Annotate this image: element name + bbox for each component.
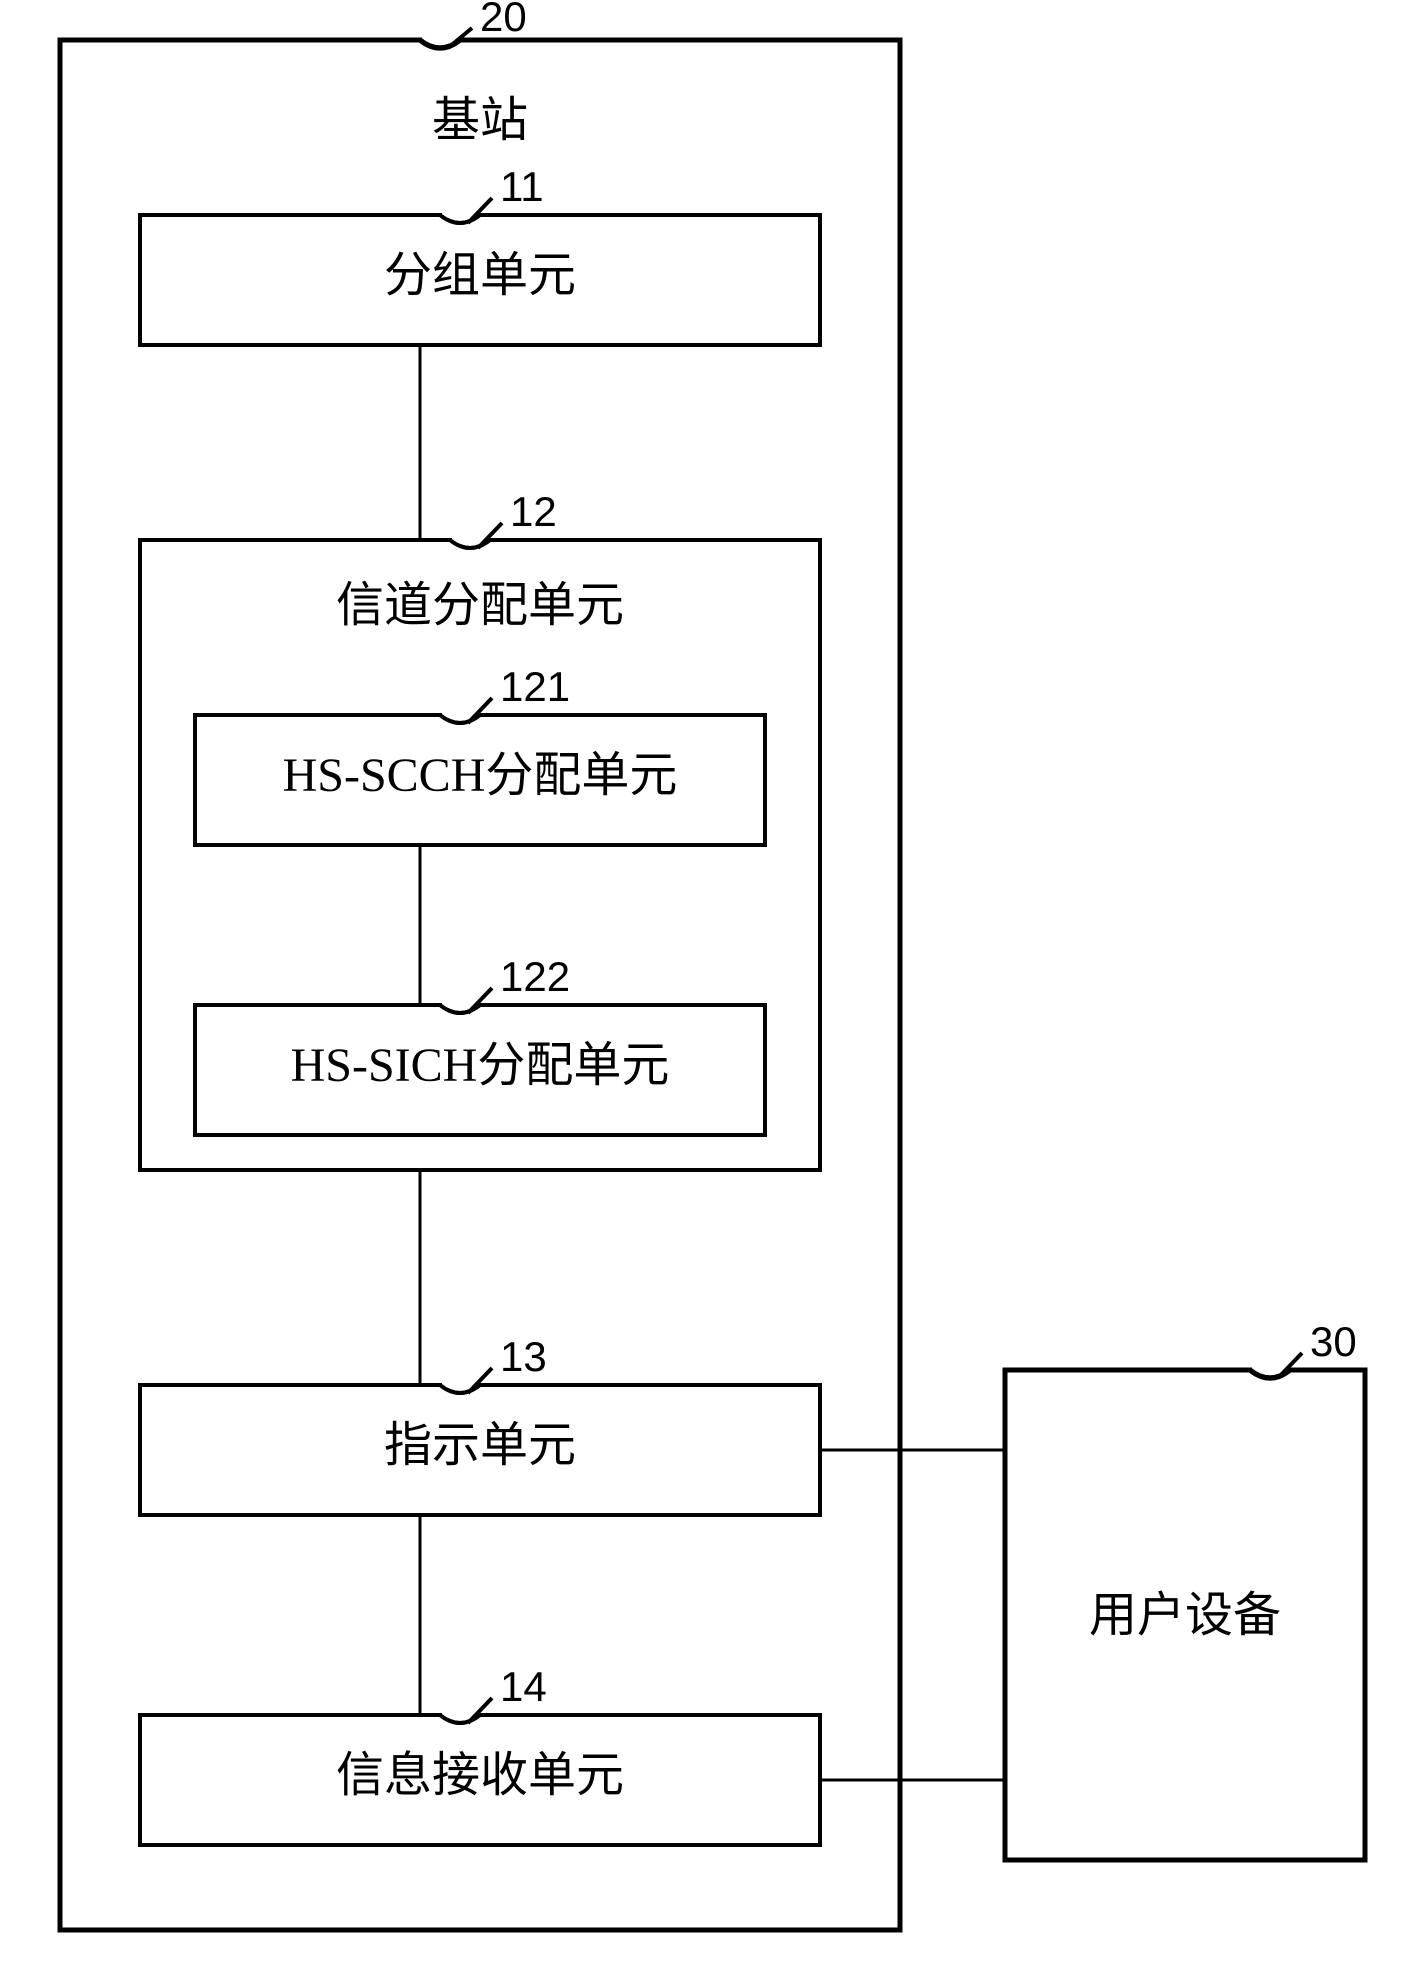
hs_sich: 122 HS-SICH分配单元 xyxy=(195,953,765,1135)
user_equipment-title: 用户设备 xyxy=(1089,1589,1281,1642)
hs_sich-ref: 122 xyxy=(500,953,570,1000)
user_equipment: 30 用户设备 xyxy=(1005,1318,1365,1860)
hs_scch-leader xyxy=(468,698,492,723)
grouping_unit-leader xyxy=(468,198,492,223)
base_station-ref: 20 xyxy=(480,0,527,40)
channel_alloc-title: 信道分配单元 xyxy=(336,579,624,632)
hs_sich-title: HS-SICH分配单元 xyxy=(291,1039,670,1092)
hs_sich-leader xyxy=(468,988,492,1013)
grouping_unit: 11 分组单元 xyxy=(140,163,820,345)
hs_scch-ref: 121 xyxy=(500,663,570,710)
info_recv_unit-leader xyxy=(468,1698,492,1723)
indication_unit-leader xyxy=(468,1368,492,1393)
indication_unit-ref: 13 xyxy=(500,1333,547,1380)
channel_alloc-leader xyxy=(478,523,502,548)
indication_unit: 13 指示单元 xyxy=(140,1333,820,1515)
base_station-title: 基站 xyxy=(432,94,528,147)
hs_scch-title: HS-SCCH分配单元 xyxy=(283,749,678,802)
user_equipment-leader xyxy=(1278,1353,1302,1378)
channel_alloc-ref: 12 xyxy=(510,488,557,535)
grouping_unit-ref: 11 xyxy=(500,163,544,210)
info_recv_unit-ref: 14 xyxy=(500,1663,547,1710)
indication_unit-title: 指示单元 xyxy=(384,1419,576,1472)
grouping_unit-title: 分组单元 xyxy=(384,249,576,302)
info_recv_unit: 14 信息接收单元 xyxy=(140,1663,820,1845)
user_equipment-ref: 30 xyxy=(1310,1318,1357,1365)
base_station-rect xyxy=(60,40,900,1930)
hs_scch: 121 HS-SCCH分配单元 xyxy=(195,663,765,845)
info_recv_unit-title: 信息接收单元 xyxy=(336,1749,624,1802)
